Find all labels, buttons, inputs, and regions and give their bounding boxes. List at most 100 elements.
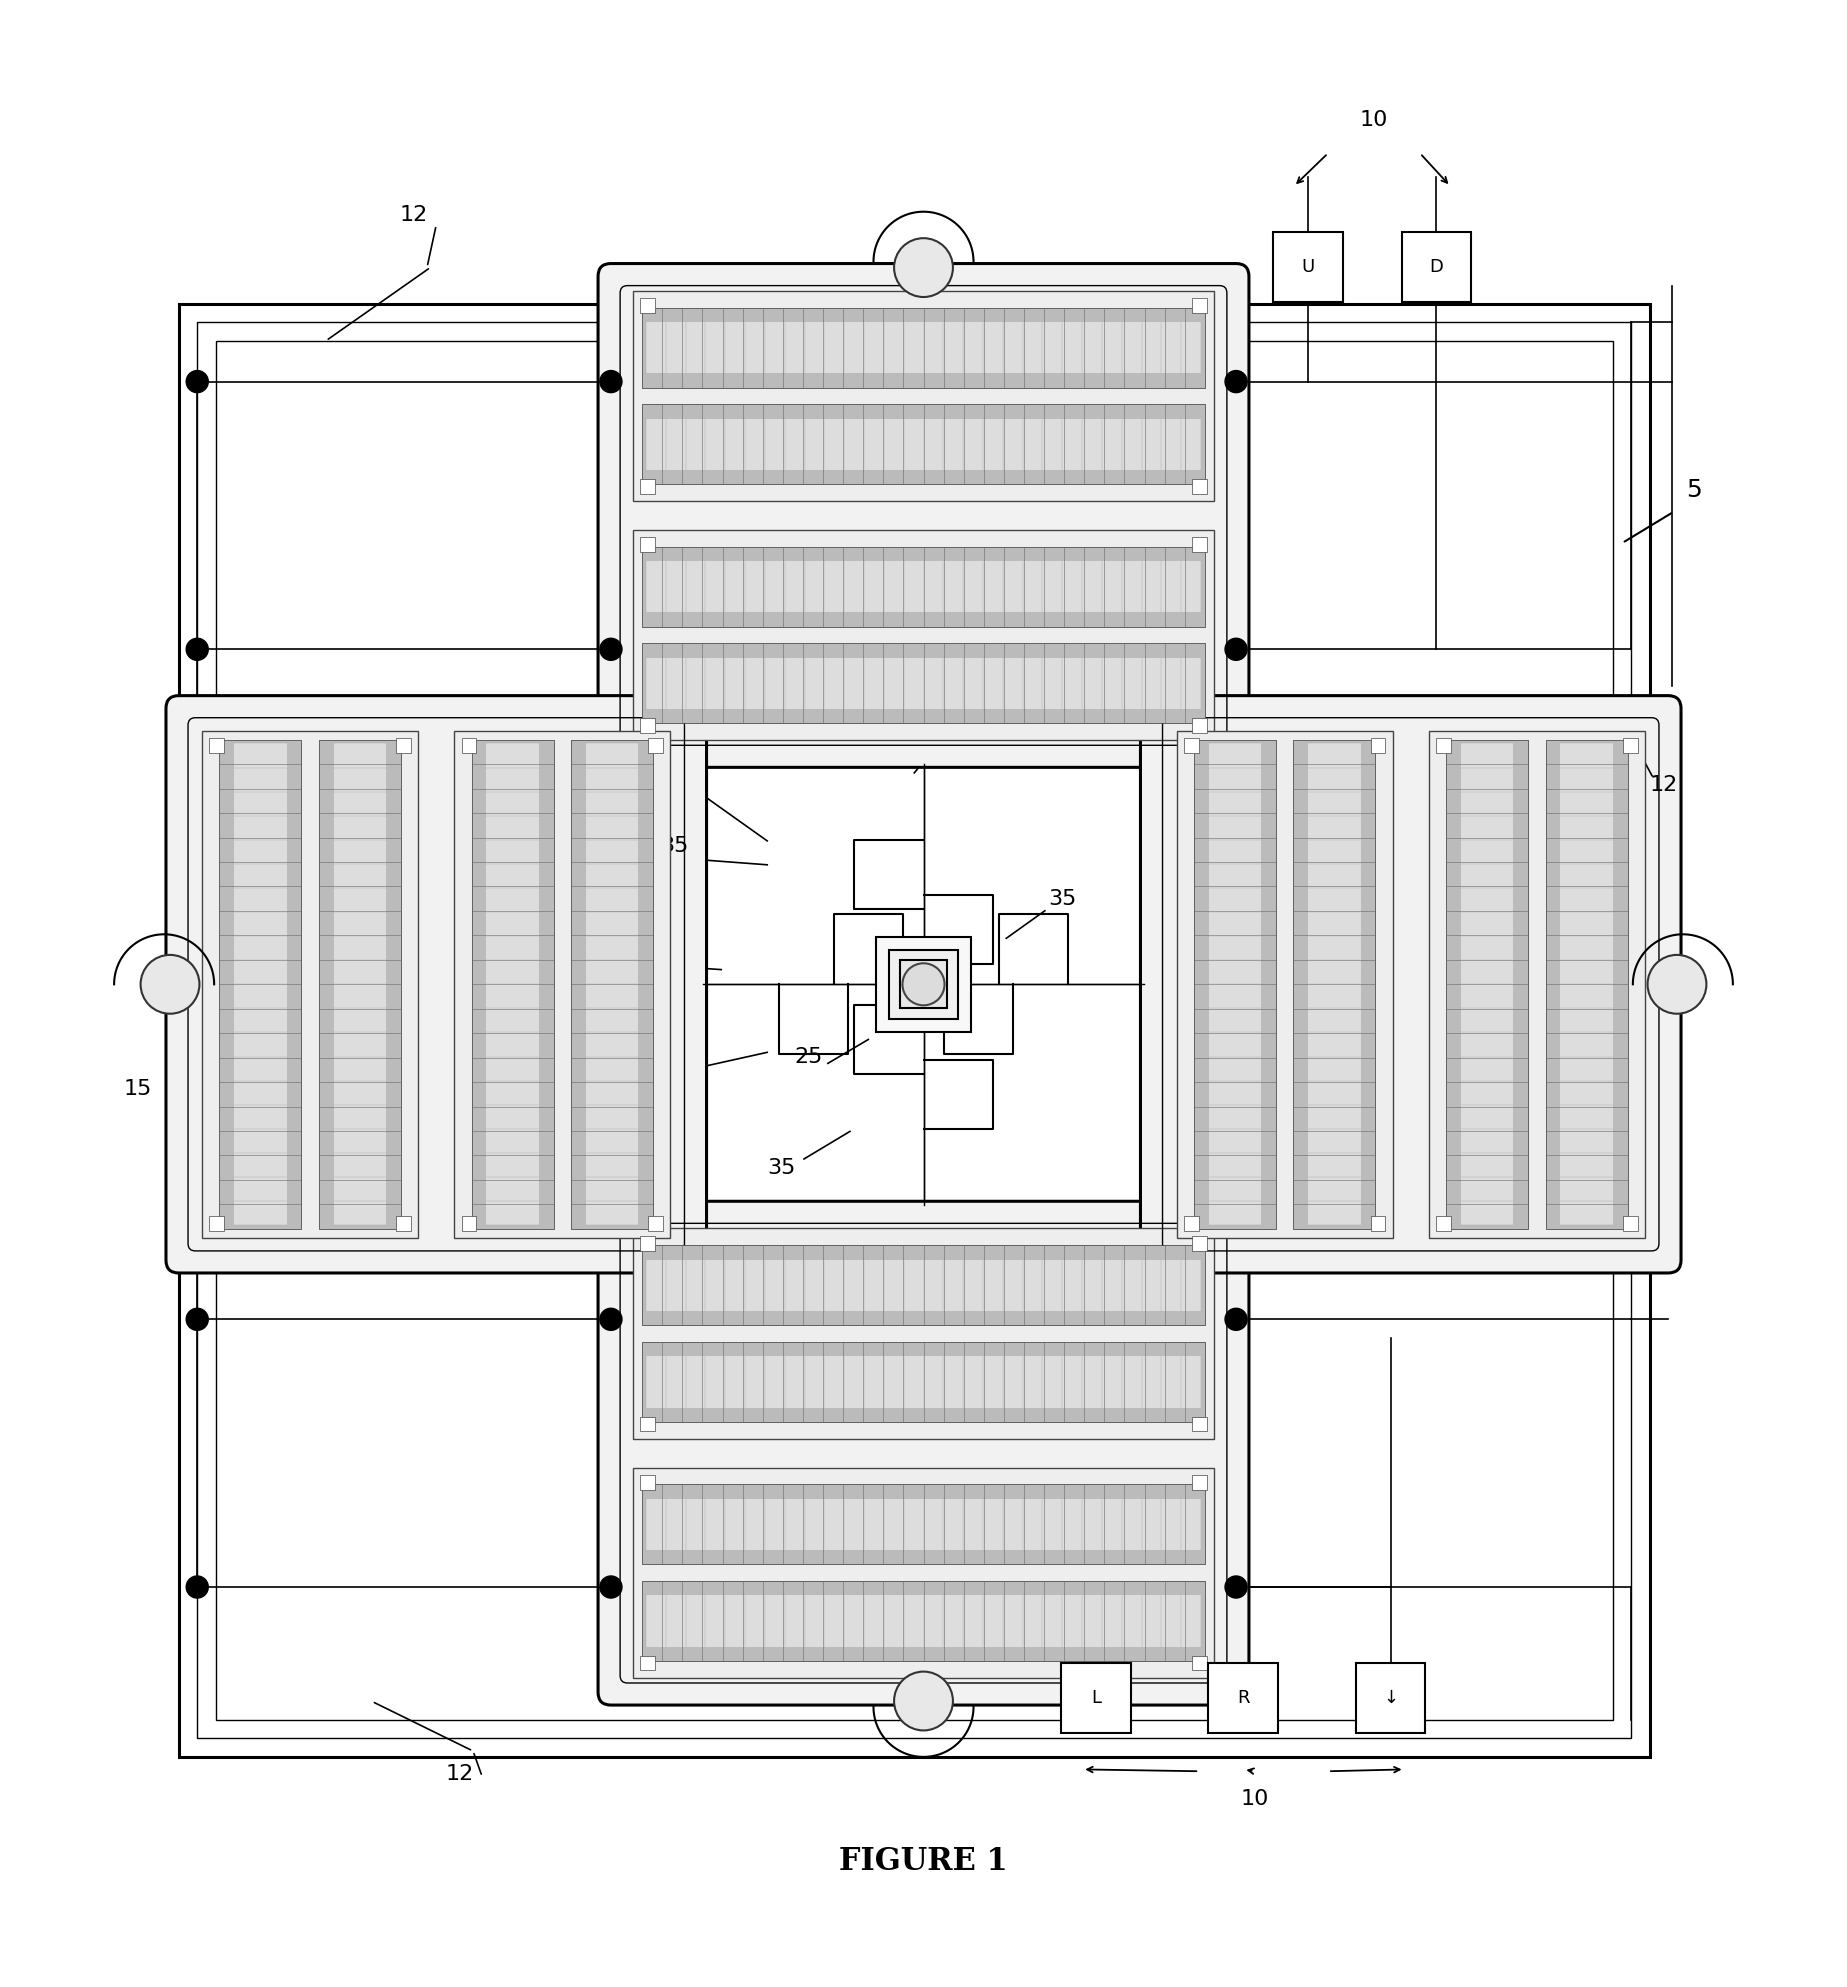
- Bar: [643, 403, 1204, 485]
- Bar: [641, 1655, 656, 1671]
- Bar: [641, 1474, 656, 1490]
- FancyBboxPatch shape: [598, 264, 1249, 767]
- Bar: [1191, 1236, 1206, 1250]
- Bar: [1546, 739, 1627, 1228]
- Bar: [1624, 1216, 1638, 1230]
- Bar: [641, 717, 656, 733]
- Bar: [1177, 731, 1393, 1238]
- Text: U: U: [1300, 258, 1315, 276]
- Bar: [1273, 232, 1343, 302]
- Text: 20: 20: [942, 719, 970, 739]
- Bar: [216, 342, 1612, 1721]
- Bar: [1446, 739, 1527, 1228]
- Text: 25: 25: [794, 1047, 824, 1067]
- Bar: [1208, 743, 1262, 1226]
- Bar: [1184, 737, 1199, 753]
- Circle shape: [187, 370, 209, 393]
- Circle shape: [1648, 956, 1707, 1013]
- Circle shape: [600, 1576, 622, 1598]
- Bar: [1191, 298, 1206, 312]
- Circle shape: [1225, 1576, 1247, 1598]
- Bar: [634, 531, 1213, 739]
- Text: ↓: ↓: [1383, 1689, 1398, 1707]
- Bar: [1191, 717, 1206, 733]
- Bar: [641, 479, 656, 493]
- Text: 5: 5: [1686, 479, 1703, 503]
- Bar: [641, 1236, 656, 1250]
- Bar: [1191, 536, 1206, 552]
- Bar: [875, 936, 972, 1031]
- Bar: [486, 743, 539, 1226]
- Text: 10: 10: [1241, 1788, 1269, 1808]
- Bar: [1191, 479, 1206, 493]
- Bar: [1191, 1655, 1206, 1671]
- Bar: [646, 322, 1201, 374]
- Bar: [643, 308, 1204, 387]
- Text: 12: 12: [1649, 775, 1679, 795]
- FancyBboxPatch shape: [598, 1202, 1249, 1705]
- Bar: [1191, 1474, 1206, 1490]
- Bar: [235, 743, 286, 1226]
- Text: L: L: [1092, 1689, 1101, 1707]
- Bar: [1430, 731, 1646, 1238]
- Bar: [320, 739, 401, 1228]
- Bar: [646, 1498, 1201, 1550]
- Circle shape: [1225, 1307, 1247, 1331]
- Bar: [646, 1596, 1201, 1647]
- Bar: [641, 1417, 656, 1431]
- Bar: [1184, 1216, 1199, 1230]
- Bar: [634, 1228, 1213, 1439]
- Bar: [1461, 743, 1513, 1226]
- Bar: [334, 743, 386, 1226]
- Text: 35: 35: [661, 837, 689, 856]
- Bar: [1193, 739, 1276, 1228]
- Bar: [1308, 743, 1361, 1226]
- Bar: [643, 546, 1204, 626]
- Text: 12: 12: [445, 1764, 473, 1784]
- Bar: [646, 1260, 1201, 1311]
- FancyBboxPatch shape: [166, 695, 707, 1274]
- Bar: [462, 1216, 477, 1230]
- Text: 15: 15: [1099, 620, 1127, 640]
- Bar: [643, 1246, 1204, 1325]
- Bar: [888, 950, 959, 1019]
- Text: D: D: [1430, 258, 1443, 276]
- Bar: [643, 1582, 1204, 1661]
- Bar: [641, 298, 656, 312]
- Bar: [220, 739, 301, 1228]
- Bar: [643, 1341, 1204, 1423]
- Circle shape: [187, 1307, 209, 1331]
- Bar: [1561, 743, 1612, 1226]
- Text: 15: 15: [124, 1079, 151, 1099]
- Bar: [1356, 1663, 1426, 1733]
- Bar: [648, 737, 663, 753]
- Bar: [198, 322, 1631, 1739]
- Bar: [462, 737, 477, 753]
- Bar: [646, 419, 1201, 469]
- Bar: [646, 560, 1201, 612]
- Bar: [634, 1468, 1213, 1677]
- Text: 35: 35: [763, 707, 792, 727]
- Bar: [395, 1216, 410, 1230]
- Bar: [571, 739, 654, 1228]
- Circle shape: [187, 638, 209, 660]
- Bar: [1624, 737, 1638, 753]
- Circle shape: [187, 1576, 209, 1598]
- Bar: [201, 731, 417, 1238]
- Bar: [1370, 1216, 1385, 1230]
- Text: 35: 35: [767, 1158, 796, 1178]
- Bar: [454, 731, 670, 1238]
- Bar: [1208, 1663, 1278, 1733]
- Bar: [1191, 1417, 1206, 1431]
- Bar: [643, 1484, 1204, 1564]
- Bar: [646, 658, 1201, 709]
- Text: 1: 1: [584, 946, 597, 966]
- Bar: [209, 737, 223, 753]
- Text: 30: 30: [634, 775, 661, 795]
- Bar: [641, 536, 656, 552]
- Bar: [179, 304, 1649, 1757]
- Text: 10: 10: [1359, 109, 1389, 129]
- Circle shape: [1225, 638, 1247, 660]
- Bar: [1437, 737, 1452, 753]
- Bar: [1370, 737, 1385, 753]
